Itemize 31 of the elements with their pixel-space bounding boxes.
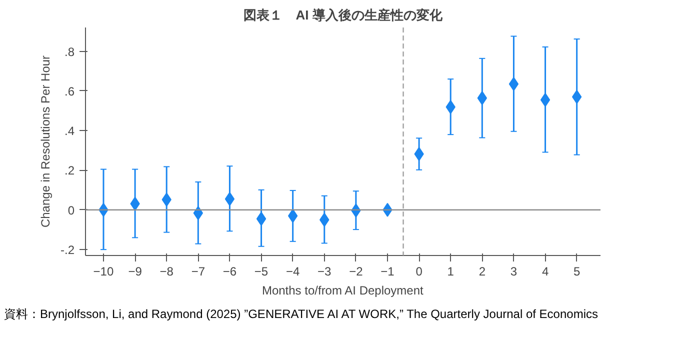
y-tick-label: .2 <box>64 164 75 178</box>
x-tick-label: −9 <box>128 264 142 278</box>
y-tick-label: .8 <box>64 44 75 59</box>
x-tick-label: 3 <box>510 264 518 278</box>
x-tick-label: −1 <box>380 264 395 278</box>
text: 資料：Brynjolfsson, Li, and Raymond (2025) ”GENERATIVE AI AT WORK,” The Quarterly Journal of Economics <box>4 306 598 323</box>
x-tick-label: −7 <box>191 264 206 278</box>
chart-title: 図表１ AI 導入後の生産性の変化 <box>244 8 444 22</box>
y-tick-label: 0 <box>68 203 75 218</box>
point <box>508 77 519 92</box>
x-tick-label: 1 <box>447 264 454 278</box>
x-axis-title: Months to/from AI Deployment <box>262 284 424 298</box>
x-tick-label: −3 <box>318 264 332 278</box>
x-tick-label: −2 <box>349 264 364 278</box>
x-tick-label: 4 <box>542 264 549 278</box>
point <box>256 212 266 226</box>
x-tick-label: 2 <box>478 264 486 278</box>
x-tick-label: −10 <box>93 264 114 278</box>
x-tick-label: 5 <box>573 264 580 278</box>
x-tick-label: −8 <box>160 264 174 278</box>
x-tick-label: 0 <box>416 264 423 278</box>
x-tick-label: −4 <box>286 264 300 278</box>
point <box>540 92 550 107</box>
y-tick-label: -.2 <box>60 243 75 258</box>
point <box>224 192 235 206</box>
point <box>288 208 298 223</box>
y-tick-label: .4 <box>64 124 75 138</box>
y-tick-label: .6 <box>64 84 75 98</box>
x-tick-label: −5 <box>254 264 268 278</box>
y-axis-title: Change in Resolutions Per Hour <box>38 55 52 228</box>
x-tick-label: −6 <box>222 264 237 278</box>
